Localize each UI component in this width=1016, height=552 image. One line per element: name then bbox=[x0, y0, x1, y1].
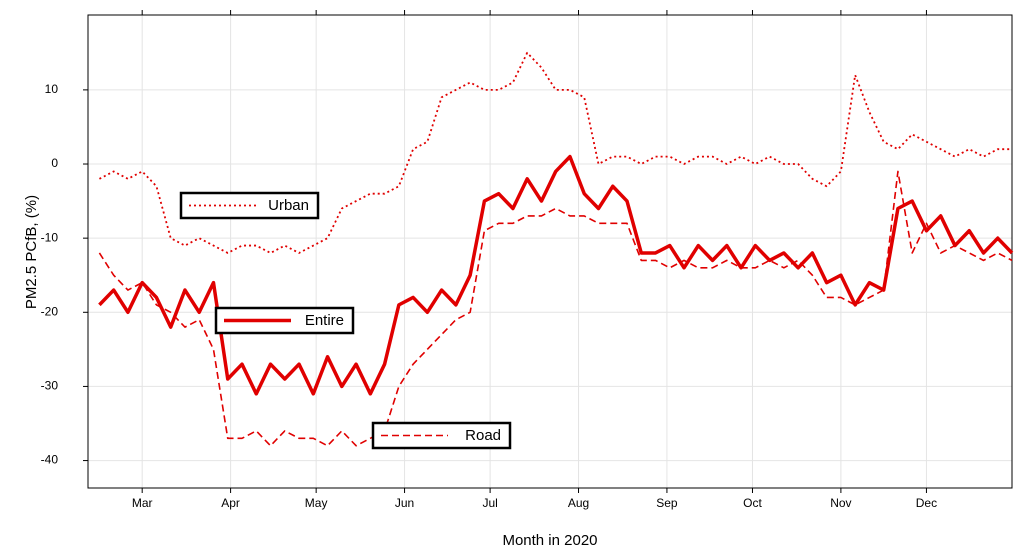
y-tick-label: 10 bbox=[45, 82, 59, 96]
series-line bbox=[98, 170, 1013, 447]
y-tick-label: 0 bbox=[51, 156, 58, 170]
x-tick-label: Oct bbox=[743, 496, 762, 510]
y-tick-label: -20 bbox=[41, 304, 59, 318]
x-tick-label: May bbox=[305, 496, 328, 510]
legend-label: Entire bbox=[305, 312, 344, 329]
y-axis-label: PM2.5 PCfB, (%) bbox=[23, 195, 40, 309]
series-line bbox=[98, 154, 1014, 396]
legend-label: Road bbox=[465, 427, 501, 444]
x-tick-label: Sep bbox=[656, 496, 678, 510]
y-tick-label: -10 bbox=[41, 230, 59, 244]
x-tick-label: Dec bbox=[916, 496, 937, 510]
legend-label: Urban bbox=[268, 197, 309, 214]
x-tick-label: Mar bbox=[132, 496, 153, 510]
x-axis-label: Month in 2020 bbox=[502, 532, 597, 549]
y-tick-label: -40 bbox=[41, 453, 59, 467]
x-tick-label: Nov bbox=[830, 496, 851, 510]
x-tick-label: Aug bbox=[568, 496, 589, 510]
y-tick-label: -30 bbox=[41, 379, 59, 393]
series-line bbox=[98, 51, 1012, 254]
x-tick-label: Apr bbox=[221, 496, 240, 510]
x-tick-label: Jul bbox=[482, 496, 497, 510]
x-tick-label: Jun bbox=[395, 496, 414, 510]
